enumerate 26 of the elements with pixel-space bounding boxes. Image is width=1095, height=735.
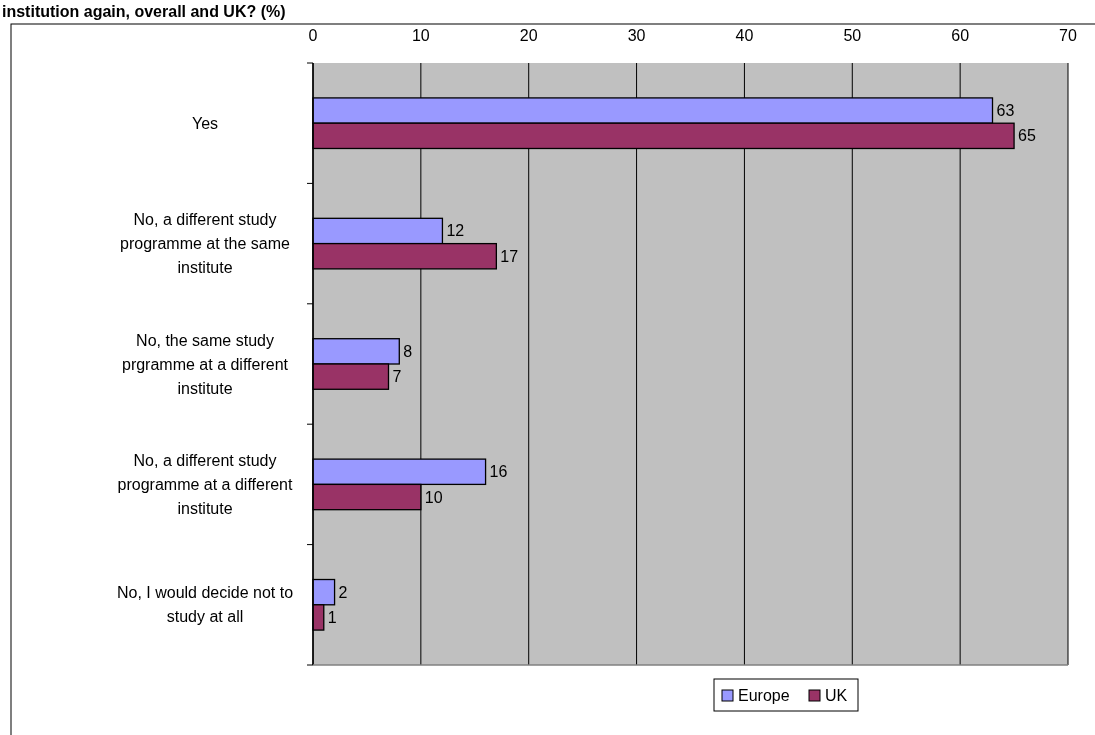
data-label: 10 [424,488,443,506]
x-tick-label: 50 [843,26,862,44]
x-tick-label: 20 [519,26,538,44]
x-tick-label: 70 [1059,26,1077,44]
x-tick-label: 10 [411,26,430,44]
y-tick-label: No, the same study prgramme at a different institute [121,331,289,397]
data-label: 65 [1018,127,1036,145]
y-tick-label: No, I would decide not to study at all [116,584,294,626]
data-label: 16 [489,463,508,481]
text: institution again, overall and UK? (%) [2,3,286,20]
legend-label: UK [825,686,848,704]
data-label: 8 [403,342,413,360]
data-label: 7 [392,368,402,386]
legend-label: Europe [738,686,790,704]
data-label: 17 [500,247,519,265]
y-tick-label: Yes [191,114,219,132]
x-tick-label: 60 [951,26,970,44]
y-tick-label: No, a different study programme at a different institute [117,451,294,517]
data-label: 63 [996,102,1015,120]
data-label: 12 [446,222,465,240]
x-tick-label: 40 [735,26,754,44]
x-tick-label: 30 [627,26,646,44]
data-label: 2 [338,583,348,601]
y-tick-label: No, a different study programme at the same institute [120,211,291,277]
data-label: 1 [327,608,337,626]
x-tick-label: 0 [308,26,318,44]
